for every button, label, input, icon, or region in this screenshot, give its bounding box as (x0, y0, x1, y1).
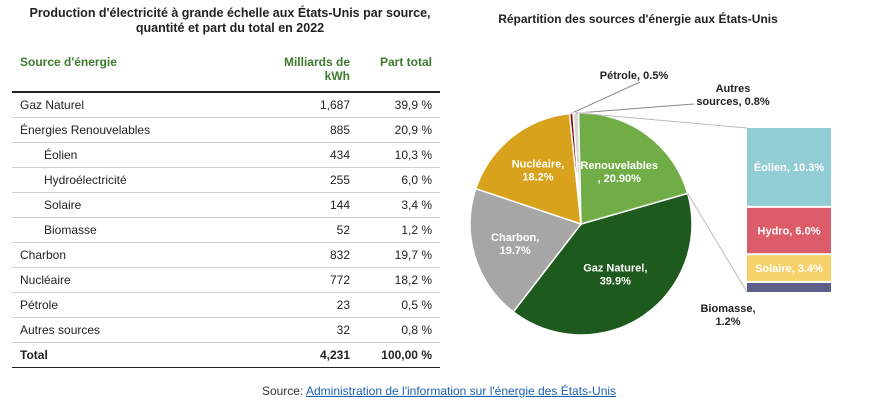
table-row: Pétrole 23 0,5 % (12, 292, 440, 318)
source-line: Source: Administration de l'information … (0, 384, 878, 398)
total-value: 4,231 (242, 342, 358, 368)
slice-label-line2: sources, 0.8% (696, 96, 770, 108)
row-label: Pétrole (12, 292, 242, 318)
slice-label-line1: Charbon, (491, 232, 539, 244)
row-share: 39,9 % (358, 92, 440, 118)
row-value: 772 (242, 267, 358, 293)
header-value-line2: kWh (324, 69, 350, 83)
row-value: 144 (242, 192, 358, 218)
pie-slice-0 (512, 192, 693, 336)
row-share: 20,9 % (358, 117, 440, 143)
slice-label-line2: 19.7% (500, 245, 531, 257)
source-prefix: Source: (261, 384, 306, 398)
row-value: 1,687 (242, 92, 358, 118)
chart-title: Répartition des sources d'énergie aux Ét… (498, 12, 778, 26)
row-value: 434 (242, 142, 358, 168)
row-label: Nucléaire (12, 267, 242, 293)
table-body: Gaz Naturel 1,687 39,9 % Énergies Renouvela… (12, 92, 440, 368)
slice-label-line2: , 20.90% (597, 173, 641, 185)
row-value: 832 (242, 242, 358, 268)
row-label: Hydroélectricité (12, 167, 242, 193)
breakdown-bar-segment-0 (747, 128, 831, 206)
row-value: 885 (242, 117, 358, 143)
leader-line-petrole (571, 81, 641, 114)
slice-label-5: Renouvelables, 20.90% (580, 160, 658, 185)
row-share: 6,0 % (358, 167, 440, 193)
table-row: Biomasse 52 1,2 % (12, 217, 440, 243)
row-label: Charbon (12, 242, 242, 268)
table-row: Hydroélectricité 255 6,0 % (12, 167, 440, 193)
table-title-line2: quantité et part du total en 2022 (135, 21, 325, 35)
total-row: Total 4,231 100,00 % (12, 342, 440, 368)
slice-label-line2: 39.9% (600, 276, 631, 288)
slice-label-line1: Autres (716, 83, 751, 95)
table-row: Autres sources 32 0,8 % (12, 317, 440, 343)
slice-label-line1: Renouvelables (580, 160, 658, 172)
connector-line-bottom (687, 193, 748, 293)
row-share: 19,7 % (358, 242, 440, 268)
row-share: 18,2 % (358, 267, 440, 293)
row-share: 0,5 % (358, 292, 440, 318)
table-header-row: Source d'énergie Milliards de kWh Part t… (12, 52, 440, 93)
table-row: Énergies Renouvelables 885 20,9 % (12, 117, 440, 143)
pie-slice-5 (577, 112, 689, 225)
breakdown-label-line1: Biomasse, (700, 303, 755, 315)
table-row: Nucléaire 772 18,2 % (12, 267, 440, 293)
slice-label-2: Nucléaire, 18.2% (512, 158, 565, 183)
breakdown-bar-segment-1 (747, 207, 831, 254)
pie-slice-2 (474, 112, 582, 226)
slice-label-line2: 18.2% (522, 171, 553, 183)
row-label: Autres sources (12, 317, 242, 343)
row-value: 255 (242, 167, 358, 193)
row-label: Énergies Renouvelables (12, 117, 242, 143)
slice-label-line1: Gaz Naturel, (583, 263, 647, 275)
slice-label-0: Gaz Naturel, 39.9% (583, 263, 647, 288)
table-title: Production d'électricité à grande échell… (10, 6, 450, 36)
breakdown-bar-segment-2 (747, 255, 831, 281)
breakdown-label-line2: 1.2% (715, 316, 740, 328)
row-share: 3,4 % (358, 192, 440, 218)
breakdown-label-2: Solaire, 3.4% (755, 263, 823, 275)
row-value: 32 (242, 317, 358, 343)
leader-line-autres (575, 103, 695, 114)
slice-label-line1: Nucléaire, (512, 158, 565, 170)
table-row: Solaire 144 3,4 % (12, 192, 440, 218)
connector-line-top (578, 112, 748, 129)
breakdown-label-1: Hydro, 6.0% (758, 226, 821, 238)
breakdown-label-0: Éolien, 10.3% (754, 161, 825, 174)
header-value: Milliards de kWh (242, 52, 358, 93)
row-share: 10,3 % (358, 142, 440, 168)
header-value-line1: Milliards de (283, 55, 350, 69)
table-title-line1: Production d'électricité à grande échell… (29, 6, 431, 20)
pie-slice-1 (469, 187, 583, 313)
table-row: Gaz Naturel 1,687 39,9 % (12, 92, 440, 118)
row-value: 52 (242, 217, 358, 243)
header-source: Source d'énergie (12, 52, 242, 93)
energy-table: Source d'énergie Milliards de kWh Part t… (12, 52, 440, 368)
row-label: Biomasse (12, 217, 242, 243)
row-label: Solaire (12, 192, 242, 218)
row-value: 23 (242, 292, 358, 318)
row-label: Éolien (12, 142, 242, 168)
header-share: Part total (358, 52, 440, 93)
total-share: 100,00 % (358, 342, 440, 368)
slice-label-3: Pétrole, 0.5% (600, 70, 669, 82)
total-label: Total (12, 342, 242, 368)
slice-label-4: Autres sources, 0.8% (696, 83, 770, 108)
breakdown-label-3: Biomasse, 1.2% (700, 303, 755, 328)
row-share: 1,2 % (358, 217, 440, 243)
breakdown-bar-segment-3 (747, 282, 831, 292)
table-row: Éolien 434 10,3 % (12, 142, 440, 168)
source-link[interactable]: Administration de l'information sur l'én… (305, 384, 617, 398)
row-label: Gaz Naturel (12, 92, 242, 118)
slice-label-1: Charbon, 19.7% (491, 232, 539, 257)
table-row: Charbon 832 19,7 % (12, 242, 440, 268)
